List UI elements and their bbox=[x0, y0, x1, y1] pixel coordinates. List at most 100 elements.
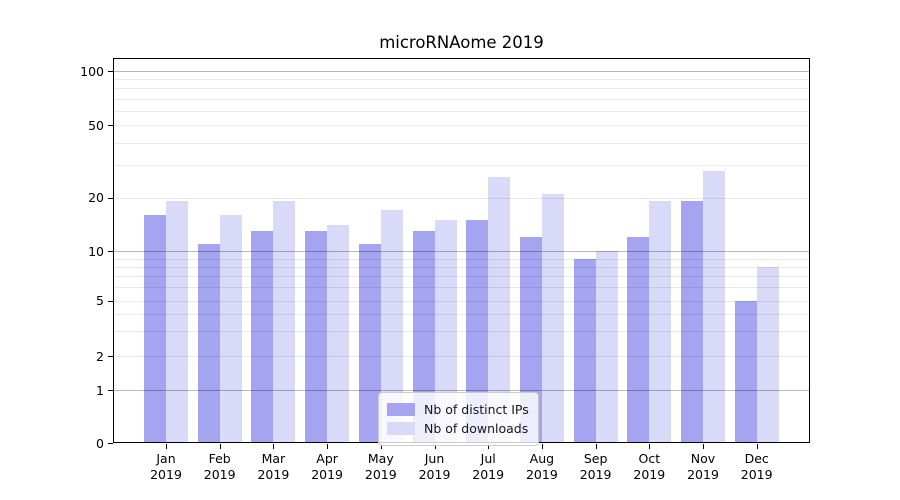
bar-nov-downloads bbox=[703, 170, 725, 443]
y-tick-label-20: 20 bbox=[88, 190, 104, 205]
x-tick-mark-feb bbox=[219, 444, 221, 449]
x-tick-label-mar: Mar 2019 bbox=[241, 451, 305, 483]
x-tick-month: Aug bbox=[529, 451, 555, 466]
x-tick-year: 2019 bbox=[150, 467, 182, 482]
x-tick-mark-mar bbox=[273, 444, 275, 449]
x-tick-mark-nov bbox=[703, 444, 704, 449]
gridline-minor-7 bbox=[114, 276, 809, 278]
gridline-minor-6 bbox=[114, 287, 809, 289]
y-tick-label-0: 0 bbox=[96, 435, 104, 451]
gridline-minor-8 bbox=[114, 266, 809, 268]
legend-label-downloads: Nb of downloads bbox=[424, 421, 529, 436]
x-tick-month: Apr bbox=[316, 451, 338, 466]
bar-feb-distinct-ips bbox=[197, 243, 220, 443]
legend-swatch-distinct-ips bbox=[387, 403, 415, 416]
y-tick-mark-0 bbox=[108, 443, 113, 444]
gridline-minor-4 bbox=[114, 314, 809, 316]
x-tick-mark-apr bbox=[327, 444, 329, 449]
gridline-minor-50 bbox=[114, 125, 809, 126]
legend: Nb of distinct IPs Nb of downloads bbox=[378, 392, 539, 446]
x-tick-label-jun: Jun 2019 bbox=[403, 451, 467, 483]
bar-oct-distinct-ips bbox=[627, 236, 650, 443]
x-tick-mark-dec bbox=[756, 444, 758, 449]
gridline-minor-80 bbox=[114, 88, 809, 90]
y-tick-label-10: 10 bbox=[88, 243, 104, 259]
bar-mar-distinct-ips bbox=[251, 230, 274, 443]
bar-jan-downloads bbox=[166, 201, 188, 443]
x-tick-month: Dec bbox=[744, 451, 769, 466]
y-tick-label-100: 100 bbox=[80, 63, 104, 79]
x-tick-month: Sep bbox=[583, 451, 608, 466]
x-tick-year: 2019 bbox=[203, 467, 236, 482]
x-tick-month: Jul bbox=[480, 451, 496, 466]
x-tick-label-feb: Feb 2019 bbox=[188, 451, 252, 483]
bar-nov-distinct-ips bbox=[681, 201, 703, 443]
y-tick-mark-50 bbox=[108, 125, 113, 126]
bar-sep-distinct-ips bbox=[573, 258, 596, 443]
bar-jan-distinct-ips bbox=[144, 214, 166, 443]
x-tick-mark-aug bbox=[541, 444, 543, 449]
gridline-minor-5 bbox=[114, 300, 809, 302]
x-tick-mark-oct bbox=[649, 444, 651, 449]
x-tick-label-dec: Dec 2019 bbox=[725, 451, 789, 483]
x-tick-mark-may bbox=[380, 444, 382, 449]
x-tick-label-oct: Oct 2019 bbox=[617, 451, 681, 483]
bar-feb-downloads bbox=[219, 214, 242, 443]
chart-title: microRNAome 2019 bbox=[379, 33, 544, 52]
bar-dec-downloads bbox=[756, 266, 779, 443]
y-tick-mark-20 bbox=[108, 197, 113, 199]
bar-mar-downloads bbox=[273, 201, 296, 443]
x-tick-month: Nov bbox=[690, 451, 716, 466]
bar-apr-downloads bbox=[327, 225, 350, 443]
x-tick-year: 2019 bbox=[633, 467, 666, 482]
x-tick-mark-jun bbox=[434, 444, 436, 449]
gridline-major-10 bbox=[114, 251, 809, 252]
bar-jun-downloads bbox=[434, 219, 457, 443]
bar-oct-downloads bbox=[649, 201, 672, 443]
x-tick-year: 2019 bbox=[740, 467, 773, 482]
y-tick-label-50: 50 bbox=[88, 117, 104, 133]
x-tick-year: 2019 bbox=[687, 467, 719, 482]
bar-jul-distinct-ips bbox=[466, 219, 489, 443]
bar-jul-downloads bbox=[488, 176, 511, 443]
x-tick-month: Oct bbox=[638, 451, 661, 466]
x-tick-label-sep: Sep 2019 bbox=[564, 451, 628, 483]
bar-may-downloads bbox=[380, 210, 403, 443]
y-tick-mark-100 bbox=[108, 71, 113, 72]
gridline-minor-90 bbox=[114, 79, 809, 81]
x-tick-year: 2019 bbox=[257, 467, 290, 482]
bar-sep-downloads bbox=[595, 251, 618, 443]
bar-apr-distinct-ips bbox=[305, 230, 328, 443]
x-tick-label-jan: Jan 2019 bbox=[134, 451, 198, 483]
bar-jun-distinct-ips bbox=[412, 230, 435, 443]
bar-may-distinct-ips bbox=[358, 243, 381, 443]
x-tick-label-apr: Apr 2019 bbox=[295, 451, 359, 483]
gridline-minor-2 bbox=[114, 356, 809, 357]
x-tick-label-nov: Nov 2019 bbox=[671, 451, 735, 483]
x-tick-label-aug: Aug 2019 bbox=[510, 451, 574, 483]
x-tick-month: May bbox=[367, 451, 394, 466]
gridline-minor-70 bbox=[114, 98, 809, 100]
gridline-minor-3 bbox=[114, 331, 809, 333]
y-tick-label-2: 2 bbox=[96, 348, 104, 364]
legend-label-distinct-ips: Nb of distinct IPs bbox=[424, 402, 529, 417]
y-tick-mark-2 bbox=[108, 356, 113, 357]
gridline-minor-40 bbox=[114, 142, 809, 144]
x-tick-year: 2019 bbox=[579, 467, 612, 482]
x-tick-month: Mar bbox=[261, 451, 286, 466]
x-tick-label-may: May 2019 bbox=[349, 451, 413, 483]
x-tick-mark-jul bbox=[488, 444, 490, 449]
x-tick-mark-sep bbox=[595, 444, 597, 449]
x-tick-year: 2019 bbox=[472, 467, 505, 482]
y-tick-mark-1 bbox=[108, 390, 113, 391]
legend-swatch-downloads bbox=[387, 422, 415, 435]
x-tick-year: 2019 bbox=[364, 467, 397, 482]
gridline-minor-9 bbox=[114, 258, 809, 260]
y-tick-mark-10 bbox=[108, 251, 113, 252]
y-tick-mark-5 bbox=[108, 300, 113, 302]
legend-item-distinct-ips: Nb of distinct IPs bbox=[387, 401, 529, 418]
x-tick-year: 2019 bbox=[418, 467, 451, 482]
x-tick-month: Feb bbox=[208, 451, 231, 466]
bar-aug-distinct-ips bbox=[519, 236, 542, 443]
